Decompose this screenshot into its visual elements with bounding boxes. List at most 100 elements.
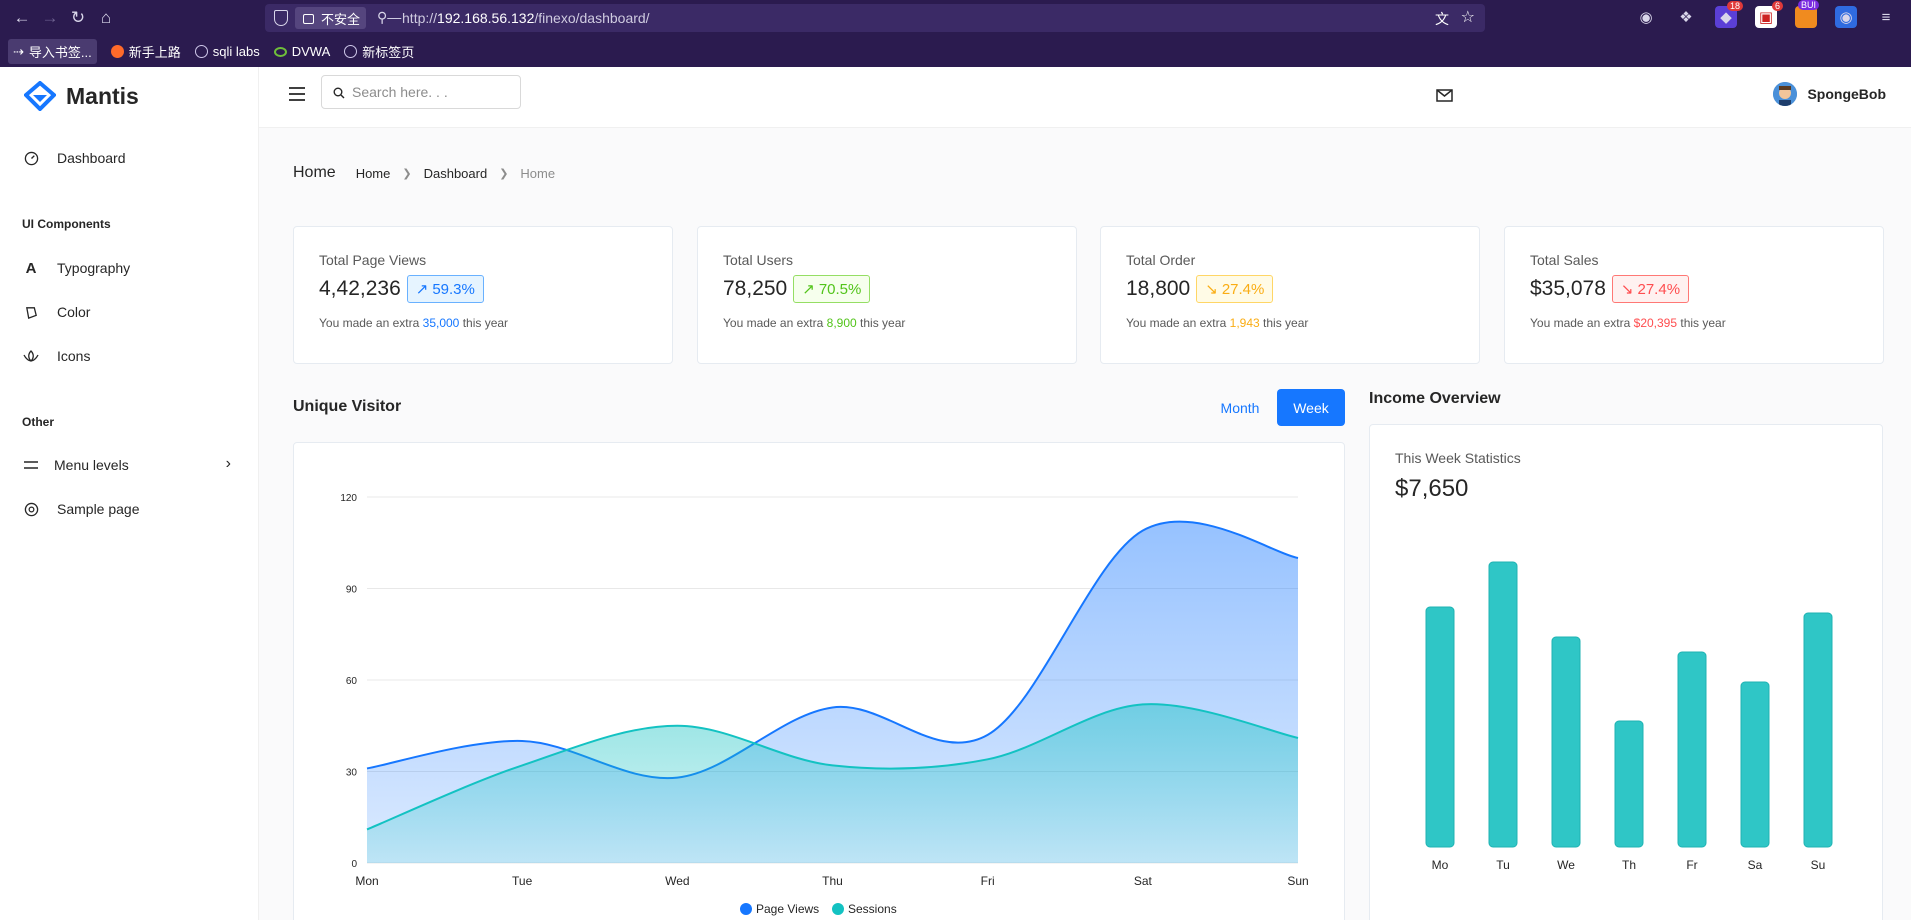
- trend-up-icon: ↗: [802, 281, 815, 298]
- search-box[interactable]: [321, 75, 521, 109]
- sidebar-item-label: Color: [57, 304, 91, 320]
- sidebar-item-dashboard[interactable]: Dashboard: [0, 138, 259, 178]
- browser-menu-icon[interactable]: ≡: [1881, 8, 1891, 26]
- tab-month[interactable]: Month: [1220, 399, 1260, 416]
- translate-icon[interactable]: 文: [1435, 11, 1449, 27]
- income-overview-panel: This Week Statistics $7,650 Mo Tu We Th Fr Sa…: [1369, 424, 1883, 920]
- series-area: [367, 704, 1298, 863]
- bar: [1740, 681, 1770, 848]
- breadcrumb-link-home[interactable]: Home: [355, 165, 391, 181]
- trend-percent: 70.5%: [818, 280, 862, 298]
- bookmark-new-tab[interactable]: 新标签页: [344, 42, 414, 61]
- back-icon[interactable]: ←: [13, 8, 31, 27]
- stat-value: 78,250: [723, 277, 788, 300]
- sidebar-item-sample-page[interactable]: Sample page: [0, 489, 259, 529]
- reload-icon[interactable]: ↻: [70, 8, 86, 27]
- sidebar: Mantis Dashboard UI Components A Typogra…: [0, 67, 259, 920]
- bookmark-import[interactable]: ⇢ 导入书签...: [8, 39, 97, 64]
- page-title: Home: [293, 164, 336, 181]
- app-name: Mantis: [66, 82, 139, 109]
- sidebar-item-label: Typography: [57, 260, 131, 276]
- bookmark-dvwa[interactable]: DVWA: [273, 44, 331, 59]
- stat-card-users: Total Users 78,250 ↗ 70.5% You made an ex…: [697, 226, 1077, 364]
- bookmark-getting-started[interactable]: 新手上路: [110, 42, 181, 61]
- stat-label: Total Order: [1126, 252, 1196, 268]
- y-tick-label: 0: [351, 859, 357, 870]
- sidebar-item-label: Dashboard: [57, 150, 126, 166]
- star-icon[interactable]: ☆: [1460, 9, 1475, 26]
- bookmark-label: 新标签页: [362, 45, 415, 60]
- x-tick-label: We: [1557, 858, 1575, 872]
- extension-shield-icon[interactable]: ◆ 18: [1715, 1, 1743, 28]
- user-profile[interactable]: SpongeBob: [1773, 82, 1886, 106]
- puzzle-icon[interactable]: ❖: [1679, 9, 1693, 26]
- x-tick-label: Thu: [822, 874, 843, 888]
- chevron-right-icon: ❯: [499, 167, 509, 180]
- stat-label: Total Page Views: [319, 252, 427, 268]
- stat-label: Total Sales: [1530, 252, 1599, 268]
- account-icon[interactable]: ◉: [1639, 9, 1653, 26]
- x-tick-label: Su: [1811, 858, 1826, 872]
- bookmark-sqli-labs[interactable]: sqli labs: [194, 44, 260, 59]
- home-icon[interactable]: ⌂: [100, 8, 112, 27]
- stat-note: You made an extra $20,395 this year: [1530, 316, 1858, 330]
- bar: [1488, 561, 1518, 848]
- trend-chip: ↗ 59.3%: [406, 275, 484, 303]
- bookmark-label: sqli labs: [212, 44, 260, 59]
- url-prefix: http://: [402, 10, 438, 26]
- sidebar-item-color[interactable]: Color: [0, 292, 259, 332]
- logo[interactable]: Mantis: [24, 81, 139, 111]
- unique-visitor-area-chart: 0 30 60 90 120 Mon Tue Wed Thu Fri Sat Sun Page View…: [340, 493, 1308, 916]
- bar: [1551, 636, 1581, 848]
- user-name: SpongeBob: [1807, 86, 1886, 102]
- chevron-right-icon: ›: [225, 455, 231, 472]
- stat-value: 4,42,236: [319, 277, 401, 300]
- trend-percent: 27.4%: [1637, 280, 1681, 298]
- extension-calendar-icon[interactable]: ▣ 6: [1755, 1, 1783, 28]
- legend-marker: [740, 903, 752, 915]
- sidebar-item-label: Menu levels: [54, 457, 129, 473]
- trend-chip: ↘ 27.4%: [1611, 275, 1690, 303]
- bg-colors-icon: [23, 304, 39, 320]
- series-line: [366, 703, 1299, 831]
- x-tick-label: Wed: [665, 874, 689, 888]
- search-input[interactable]: [352, 84, 512, 100]
- x-tick-label: Fr: [1686, 858, 1697, 872]
- mail-icon[interactable]: [1436, 89, 1453, 107]
- tab-week[interactable]: Week: [1277, 389, 1345, 426]
- extension-burp-icon[interactable]: BUI: [1795, 0, 1819, 28]
- stat-note: You made an extra 35,000 this year: [319, 316, 647, 330]
- extension-badge: 18: [1726, 1, 1743, 11]
- trend-percent: 59.3%: [432, 280, 475, 298]
- insecure-badge[interactable]: 不安全: [295, 7, 367, 29]
- trend-down-icon: ↘: [1205, 281, 1218, 298]
- sidebar-item-menu-levels[interactable]: Menu levels ›: [0, 445, 259, 485]
- menu-toggle-icon[interactable]: [289, 87, 305, 101]
- y-tick-label: 60: [346, 676, 358, 687]
- stat-note-prefix: You made an extra: [1126, 316, 1227, 330]
- address-bar[interactable]: 不安全 ⚲— http://192.168.56.132/finexo/dash…: [265, 4, 1485, 32]
- app-header: SpongeBob: [259, 67, 1911, 128]
- globe-icon: [344, 45, 358, 58]
- x-tick-label: Tu: [1496, 858, 1510, 872]
- unique-visitor-chart-panel: 0 30 60 90 120 Mon Tue Wed Thu Fri Sat Sun Page View…: [293, 442, 1345, 920]
- stat-note-suffix: this year: [860, 316, 906, 330]
- forward-icon[interactable]: →: [41, 8, 59, 27]
- y-tick-label: 90: [346, 585, 358, 596]
- stat-note-suffix: this year: [1263, 316, 1309, 330]
- income-overview-title: Income Overview: [1369, 390, 1501, 407]
- breadcrumb-current: Home: [520, 165, 556, 181]
- lock-icon: [303, 14, 314, 24]
- url-text: http://192.168.56.132/finexo/dashboard/: [402, 10, 650, 26]
- bookmark-label: DVWA: [291, 44, 331, 59]
- extension-blue-icon[interactable]: ◉: [1835, 6, 1857, 28]
- sidebar-item-icons[interactable]: Icons: [0, 336, 259, 376]
- x-tick-label: Fri: [981, 874, 995, 888]
- stat-card-sales: Total Sales $35,078 ↘ 27.4% You made an e…: [1504, 226, 1884, 364]
- breadcrumb-link-dashboard[interactable]: Dashboard: [423, 165, 488, 181]
- stat-note-prefix: You made an extra: [723, 316, 824, 330]
- stat-note: You made an extra 1,943 this year: [1126, 316, 1454, 330]
- stat-extra: 1,943: [1229, 316, 1260, 330]
- sidebar-item-typography[interactable]: A Typography: [0, 248, 259, 288]
- trend-chip: ↘ 27.4%: [1196, 275, 1274, 303]
